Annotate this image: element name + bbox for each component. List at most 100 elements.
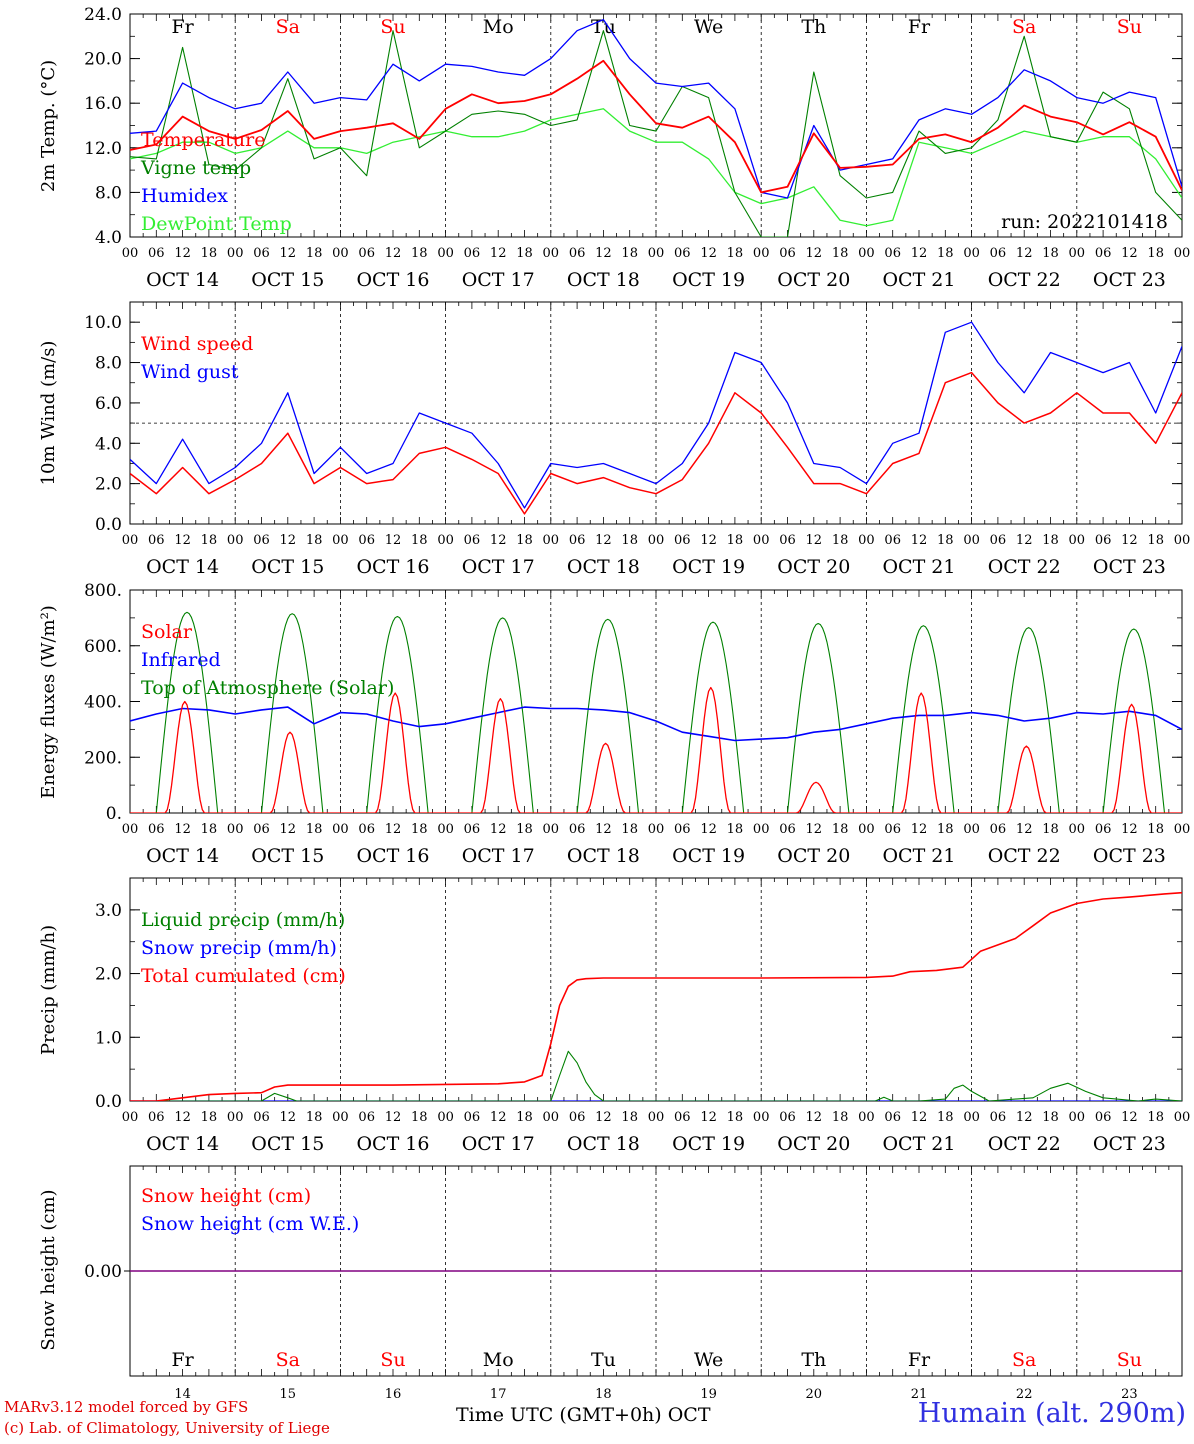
hour-label: 12 <box>280 246 297 261</box>
hour-label: 00 <box>437 246 454 261</box>
hour-label: 18 <box>411 246 428 261</box>
toa-solar-line <box>130 611 1182 813</box>
date-label: OCT 15 <box>251 845 324 867</box>
y-tick-label: 24.0 <box>84 5 122 25</box>
date-label: OCT 21 <box>882 845 955 867</box>
legend-entry: Snow precip (mm/h) <box>141 937 337 959</box>
date-label: OCT 20 <box>777 1133 850 1155</box>
hour-label: 12 <box>700 246 717 261</box>
date-label: OCT 17 <box>462 845 535 867</box>
hour-label: 18 <box>727 246 744 261</box>
hour-label: 00 <box>227 533 244 548</box>
hour-label: 06 <box>779 246 796 261</box>
panel-frame <box>129 589 1183 814</box>
hour-label: 00 <box>437 822 454 837</box>
hour-label: 00 <box>753 1110 770 1125</box>
hour-label: 18 <box>1147 822 1164 837</box>
hour-label: 06 <box>674 246 691 261</box>
hour-label: 00 <box>122 1110 139 1125</box>
liquid-precip-line <box>130 1050 1182 1101</box>
date-label: OCT 23 <box>1093 269 1166 291</box>
hour-label: 12 <box>385 533 402 548</box>
hour-label: 00 <box>332 533 349 548</box>
date-label: OCT 14 <box>146 269 219 291</box>
hour-label: 18 <box>516 822 533 837</box>
hour-label: 12 <box>1016 533 1033 548</box>
hour-label: 06 <box>779 822 796 837</box>
legend-entry: Vigne temp <box>140 157 251 179</box>
hour-label: 00 <box>122 533 139 548</box>
hour-label: 12 <box>595 822 612 837</box>
date-number: 23 <box>1121 1387 1138 1402</box>
date-label: OCT 18 <box>567 1133 640 1155</box>
date-label: OCT 17 <box>462 556 535 578</box>
date-label: OCT 21 <box>882 269 955 291</box>
hour-label: 00 <box>332 822 349 837</box>
hour-label: 06 <box>569 1110 586 1125</box>
hour-label: 18 <box>306 822 323 837</box>
cumulated-precip-line <box>130 891 1182 1101</box>
hour-label: 12 <box>911 533 928 548</box>
hour-label: 06 <box>990 1110 1007 1125</box>
day-label: Tu <box>591 16 616 38</box>
legend-entry: Liquid precip (mm/h) <box>141 909 345 931</box>
hour-label: 06 <box>990 822 1007 837</box>
hour-label: 00 <box>1174 246 1191 261</box>
solar-line <box>130 686 1182 813</box>
hour-label: 00 <box>332 1110 349 1125</box>
hour-label: 18 <box>937 822 954 837</box>
hour-label: 00 <box>227 822 244 837</box>
date-label: OCT 18 <box>567 845 640 867</box>
hour-label: 18 <box>621 1110 638 1125</box>
y-tick-label: 400. <box>84 693 122 713</box>
hour-label: 00 <box>543 822 560 837</box>
date-label: OCT 19 <box>672 845 745 867</box>
hour-label: 12 <box>490 246 507 261</box>
hour-label: 00 <box>543 1110 560 1125</box>
hour-label: 12 <box>280 1110 297 1125</box>
hour-label: 06 <box>358 533 375 548</box>
date-label: OCT 16 <box>356 845 429 867</box>
date-label: OCT 21 <box>882 556 955 578</box>
hour-label: 06 <box>1095 822 1112 837</box>
dewpoint-line <box>130 108 1182 227</box>
y-tick-label: 10.0 <box>84 313 122 333</box>
date-label: OCT 14 <box>146 1133 219 1155</box>
date-number: 21 <box>911 1387 928 1402</box>
y-tick-label: 20.0 <box>84 50 122 70</box>
day-label: Fr <box>171 16 194 38</box>
day-label: Tu <box>591 1349 616 1371</box>
y-tick-label: 2.0 <box>95 475 122 495</box>
hour-label: 06 <box>779 1110 796 1125</box>
date-label: OCT 23 <box>1093 845 1166 867</box>
legend-entry: Wind speed <box>141 333 253 355</box>
date-label: OCT 15 <box>251 1133 324 1155</box>
hour-label: 06 <box>990 246 1007 261</box>
legend-entry: Infrared <box>141 649 221 671</box>
hour-label: 00 <box>753 246 770 261</box>
hour-label: 18 <box>411 1110 428 1125</box>
date-label: OCT 20 <box>777 556 850 578</box>
day-label: Sa <box>1012 16 1036 38</box>
hour-label: 12 <box>806 822 823 837</box>
temperature-line <box>130 59 1182 194</box>
date-label: OCT 17 <box>462 1133 535 1155</box>
hour-label: 00 <box>648 246 665 261</box>
hour-label: 12 <box>1016 246 1033 261</box>
hour-label: 12 <box>174 1110 191 1125</box>
hour-label: 00 <box>963 822 980 837</box>
hour-label: 12 <box>1121 533 1138 548</box>
legend-entry: Humidex <box>141 185 228 207</box>
hour-label: 06 <box>464 246 481 261</box>
date-number: 20 <box>806 1387 823 1402</box>
hour-label: 06 <box>148 822 165 837</box>
day-label: Sa <box>1012 1349 1036 1371</box>
hour-label: 06 <box>253 246 270 261</box>
day-label: Su <box>1117 1349 1142 1371</box>
hour-label: 18 <box>1147 246 1164 261</box>
hour-label: 00 <box>753 533 770 548</box>
date-label: OCT 22 <box>988 845 1061 867</box>
hour-label: 00 <box>332 246 349 261</box>
y-axis-label: Snow height (cm) <box>38 1189 59 1350</box>
